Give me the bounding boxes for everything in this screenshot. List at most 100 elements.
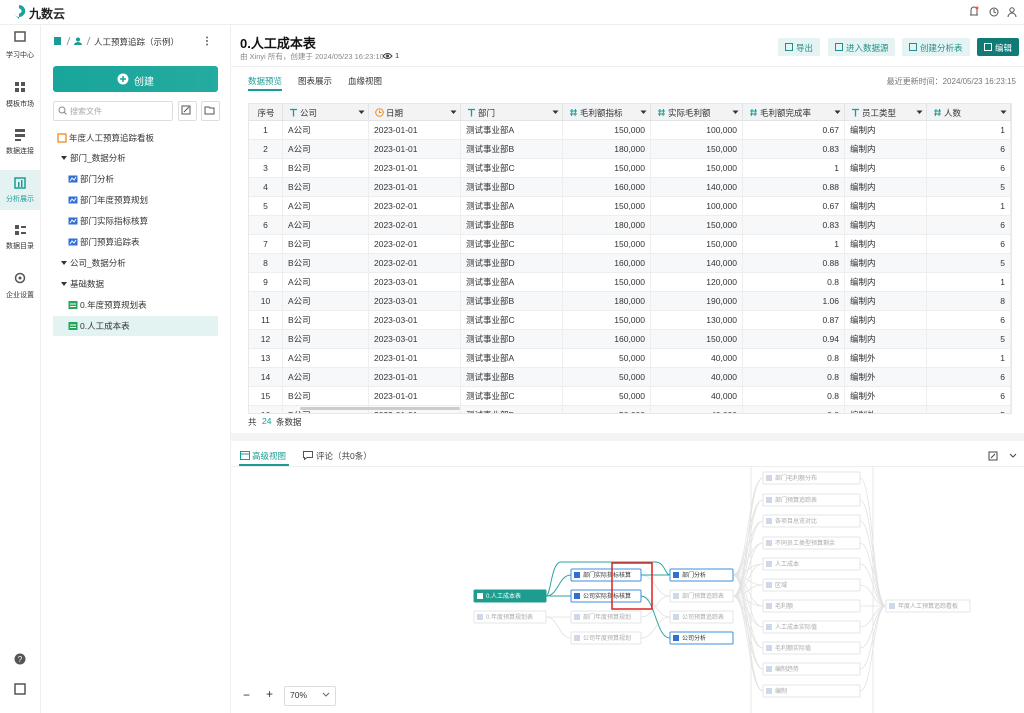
- node-label: 部门预算追踪表: [775, 496, 817, 504]
- header-cell: [461, 104, 563, 121]
- lineage-node: [570, 631, 642, 645]
- column-header: 毛利额指标: [580, 108, 623, 118]
- node-icon: [673, 593, 679, 599]
- table-cell: 16: [249, 406, 283, 413]
- svg-text:?: ?: [18, 655, 23, 664]
- chart-line: [69, 197, 77, 203]
- header-button[interactable]: [902, 38, 970, 56]
- glyph: [358, 110, 365, 114]
- header-button[interactable]: [828, 38, 895, 56]
- nav-item[interactable]: 模板市场: [6, 101, 34, 108]
- header-button-label[interactable]: 导出: [796, 43, 814, 53]
- tree-item[interactable]: 公司_数据分析: [70, 258, 126, 268]
- tree-item[interactable]: 基础数据: [70, 279, 105, 289]
- type-icon: [934, 108, 941, 117]
- lineage-edge: [732, 574, 764, 670]
- sheet-subtitle: 由 Xinyi 所有，创建于 2024/05/23 16:23:10: [240, 52, 384, 61]
- node-label: 毛利额: [775, 602, 793, 610]
- table-cell: 5: [927, 178, 1011, 197]
- zoom-out[interactable]: −: [243, 688, 251, 702]
- table-cell: 测试事业部A: [461, 273, 563, 292]
- tree-item[interactable]: 部门实际指标核算: [80, 216, 149, 226]
- panel-icons[interactable]: [988, 451, 1020, 461]
- tool-button[interactable]: [178, 101, 197, 121]
- table-cell: A公司: [283, 292, 369, 311]
- tree-item[interactable]: 0.年度预算规划表: [80, 300, 147, 310]
- tool-button[interactable]: [201, 101, 220, 121]
- sheet-grid: [70, 324, 76, 328]
- tree-item[interactable]: 0.人工成本表: [80, 321, 130, 331]
- tree-item[interactable]: 部门分析: [80, 174, 115, 184]
- table-cell: 5: [927, 406, 1011, 413]
- table-cell: 8: [249, 254, 283, 273]
- nav-item[interactable]: 数据连接: [6, 148, 34, 155]
- create-button[interactable]: [53, 66, 218, 92]
- header-button-label[interactable]: 编辑: [995, 43, 1013, 53]
- table-cell: 1: [927, 197, 1011, 216]
- search-box[interactable]: [53, 101, 173, 121]
- table-cell: 160,000: [563, 330, 651, 349]
- table-cell: A公司: [283, 216, 369, 235]
- node-icon: [766, 518, 772, 524]
- zoom-select[interactable]: [284, 686, 336, 706]
- logo-icon: [14, 4, 26, 19]
- tree-item[interactable]: 部门年度预算规划: [80, 195, 149, 205]
- h-scrollbar[interactable]: [300, 407, 460, 410]
- zoom-in[interactable]: +: [266, 687, 274, 701]
- lineage-edge: [545, 616, 572, 639]
- node-icon: [766, 645, 772, 651]
- table-cell: 编制内: [845, 273, 927, 292]
- lineage-edge: [545, 561, 671, 597]
- node-label: 毛利额实际值: [775, 644, 811, 652]
- header-button[interactable]: [977, 38, 1019, 56]
- header-cell: [845, 104, 927, 121]
- lineage-edge: [859, 584, 887, 607]
- table-cell: 6: [927, 140, 1011, 159]
- node-icon: [574, 572, 580, 578]
- header-button-label[interactable]: 进入数据源: [846, 43, 889, 53]
- table-cell: 100,000: [651, 197, 743, 216]
- table-cell: 0.67: [743, 121, 845, 140]
- highlight-box: [611, 562, 653, 610]
- tab[interactable]: 血缘视图: [348, 76, 383, 86]
- table-cell: 2023-01-01: [369, 159, 461, 178]
- tab[interactable]: 数据预览: [248, 76, 283, 86]
- nav-item[interactable]: 数据目录: [6, 243, 34, 250]
- nav-item[interactable]: 分析展示: [6, 196, 34, 203]
- top-icons[interactable]: [968, 6, 1020, 18]
- button-icon: [835, 43, 843, 51]
- tab[interactable]: 图表展示: [298, 76, 333, 86]
- table-cell: 测试事业部B: [461, 140, 563, 159]
- table-cell: 2023-03-01: [369, 311, 461, 330]
- nav-item[interactable]: 企业设置: [6, 292, 34, 299]
- table-cell: 150,000: [563, 121, 651, 140]
- header-cell: [249, 104, 283, 121]
- table-cell: 测试事业部A: [461, 349, 563, 368]
- dropdown: [1000, 110, 1007, 114]
- table-row: [249, 368, 1011, 387]
- header-button[interactable]: [778, 38, 820, 56]
- table-cell: 1: [249, 121, 283, 140]
- lineage-node: [570, 568, 642, 582]
- node-icon: [574, 635, 580, 641]
- header-button-label[interactable]: 创建分析表: [920, 43, 963, 53]
- header-cell: [283, 104, 369, 121]
- bottom-tab[interactable]: 高级视图: [252, 451, 287, 461]
- table-cell: 180,000: [563, 140, 651, 159]
- lineage-node: [669, 568, 734, 582]
- tree-item[interactable]: 年度人工预算追踪看板: [69, 133, 155, 143]
- table-cell: 150,000: [563, 197, 651, 216]
- create-label[interactable]: 创建: [134, 77, 154, 88]
- tree-item[interactable]: 部门_数据分析: [70, 153, 126, 163]
- table-cell: 编制外: [845, 406, 927, 413]
- bottom-tab[interactable]: 评论（共0条）: [316, 451, 372, 461]
- table-row: [249, 273, 1011, 292]
- more-icon[interactable]: [205, 36, 209, 46]
- breadcrumb[interactable]: 人工预算追踪（示例）: [94, 37, 180, 47]
- table-cell: B公司: [283, 254, 369, 273]
- lineage-node: [570, 610, 642, 624]
- tree-item[interactable]: 部门预算追踪表: [80, 237, 140, 247]
- glyph: [750, 108, 757, 117]
- node-label: 部门毛利额分布: [775, 474, 817, 482]
- nav-item[interactable]: 学习中心: [6, 52, 34, 59]
